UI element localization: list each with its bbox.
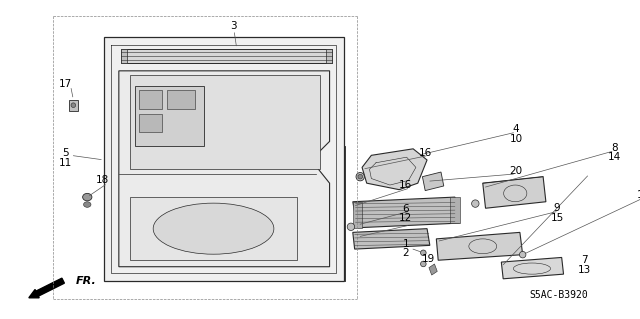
Text: 2: 2 <box>403 248 409 258</box>
Polygon shape <box>130 75 320 169</box>
Text: 9: 9 <box>554 203 561 213</box>
Polygon shape <box>134 86 204 146</box>
Text: 11: 11 <box>60 158 72 168</box>
Polygon shape <box>422 172 444 190</box>
Text: 7: 7 <box>582 255 588 265</box>
Text: 19: 19 <box>422 254 436 264</box>
Polygon shape <box>436 232 523 260</box>
Polygon shape <box>353 202 362 228</box>
Polygon shape <box>326 48 332 63</box>
Polygon shape <box>483 177 546 208</box>
Text: 4: 4 <box>513 124 520 134</box>
Text: 15: 15 <box>550 212 564 223</box>
Polygon shape <box>362 149 427 190</box>
Polygon shape <box>167 90 195 109</box>
Polygon shape <box>140 114 163 132</box>
Text: 20: 20 <box>509 166 523 176</box>
Ellipse shape <box>358 174 362 179</box>
Text: 5: 5 <box>63 148 69 159</box>
Text: S5AC-B3920: S5AC-B3920 <box>529 290 588 300</box>
Text: 3: 3 <box>230 21 237 31</box>
Polygon shape <box>353 197 460 228</box>
Ellipse shape <box>472 200 479 207</box>
Ellipse shape <box>84 202 91 207</box>
Text: 13: 13 <box>579 264 591 275</box>
Polygon shape <box>353 229 430 249</box>
Text: 16: 16 <box>637 190 640 200</box>
Polygon shape <box>104 37 344 281</box>
Polygon shape <box>140 90 163 109</box>
Text: 14: 14 <box>608 152 621 162</box>
Polygon shape <box>121 48 127 63</box>
Text: 10: 10 <box>509 134 523 144</box>
Polygon shape <box>121 48 332 63</box>
Polygon shape <box>451 197 460 223</box>
Polygon shape <box>119 71 330 267</box>
Ellipse shape <box>83 193 92 201</box>
Text: 16: 16 <box>419 147 432 158</box>
Ellipse shape <box>348 223 355 231</box>
Text: FR.: FR. <box>76 276 97 286</box>
Text: 6: 6 <box>403 204 409 214</box>
Ellipse shape <box>356 173 364 181</box>
Ellipse shape <box>420 250 426 256</box>
Ellipse shape <box>71 103 76 108</box>
Ellipse shape <box>520 251 526 258</box>
Polygon shape <box>68 100 78 111</box>
Polygon shape <box>429 264 437 275</box>
Polygon shape <box>130 197 297 260</box>
Text: 16: 16 <box>399 180 412 190</box>
Text: 18: 18 <box>95 175 109 185</box>
Polygon shape <box>501 257 564 279</box>
Text: 8: 8 <box>611 143 618 153</box>
Ellipse shape <box>153 203 274 254</box>
Text: 17: 17 <box>60 79 72 89</box>
Text: 12: 12 <box>399 212 412 223</box>
FancyArrow shape <box>29 278 65 298</box>
Text: 1: 1 <box>403 239 409 249</box>
Ellipse shape <box>420 261 426 267</box>
